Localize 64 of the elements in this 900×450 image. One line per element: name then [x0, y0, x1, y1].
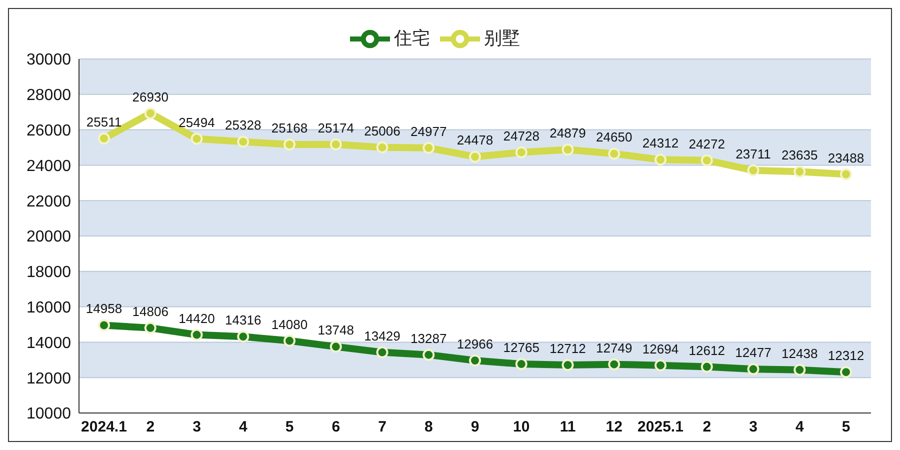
data-label: 25174	[318, 120, 354, 136]
y-tick-label: 24000	[26, 158, 72, 175]
x-tick-label: 2025.1	[638, 418, 684, 436]
y-tick-label: 28000	[26, 87, 72, 104]
data-label: 14316	[225, 312, 262, 328]
data-label: 13287	[410, 330, 447, 346]
data-label: 25328	[225, 118, 262, 133]
x-tick-label: 3	[749, 418, 758, 436]
data-label: 24312	[642, 136, 679, 151]
data-label: 25168	[271, 120, 308, 136]
data-label: 25006	[364, 123, 400, 138]
y-tick-label: 18000	[26, 264, 72, 282]
x-tick-label: 4	[238, 418, 248, 436]
data-label: 12694	[642, 341, 679, 356]
y-tick-label: 20000	[26, 228, 72, 246]
x-tick-label: 10	[513, 418, 530, 436]
x-tick-label: 9	[470, 418, 480, 436]
x-tick-label: 2	[146, 418, 155, 436]
data-label: 24650	[596, 130, 632, 145]
x-tick-label: 5	[285, 418, 294, 436]
y-tick-label: 14000	[26, 334, 72, 352]
data-label: 12749	[596, 340, 632, 356]
data-label: 24977	[410, 124, 447, 139]
y-tick-label: 16000	[26, 299, 72, 316]
data-label: 25494	[178, 114, 215, 130]
y-tick-label: 30000	[26, 52, 72, 69]
data-label: 12438	[782, 346, 818, 361]
data-label: 25511	[86, 114, 122, 130]
x-tick-label: 8	[424, 418, 433, 436]
x-tick-label: 4	[795, 418, 804, 436]
x-tick-label: 6	[332, 418, 340, 436]
data-label: 14958	[86, 301, 122, 316]
y-tick-label: 26000	[26, 122, 72, 140]
data-label: 13748	[318, 322, 354, 338]
data-label: 12966	[456, 336, 494, 352]
x-tick-label: 5	[842, 418, 850, 436]
data-label: 12477	[735, 345, 772, 360]
y-tick-label: 12000	[26, 370, 72, 388]
x-tick-label: 7	[378, 418, 386, 436]
y-tick-label: 22000	[26, 193, 72, 210]
x-tick-label: 11	[560, 418, 576, 436]
y-tick-label: 10000	[26, 406, 72, 423]
data-label: 12765	[503, 340, 540, 356]
data-label: 26930	[132, 89, 168, 104]
x-tick-label: 2	[702, 418, 712, 436]
data-label: 14080	[271, 316, 308, 332]
x-tick-label: 3	[192, 418, 201, 436]
data-label: 24879	[550, 126, 586, 141]
legend-label: 住宅	[394, 28, 430, 48]
data-label: 13429	[364, 328, 400, 344]
data-label: 23711	[736, 146, 771, 162]
legend-label: 别墅	[484, 28, 520, 48]
data-label: 24272	[688, 136, 725, 152]
data-label: 12712	[550, 341, 586, 356]
x-tick-label: 12	[606, 418, 622, 436]
data-label: 24478	[456, 132, 494, 148]
data-label: 14420	[178, 310, 215, 326]
data-label: 12312	[828, 348, 864, 364]
data-label: 12612	[688, 342, 725, 358]
data-label: 14806	[132, 304, 168, 319]
data-label: 23488	[828, 150, 864, 166]
data-label: 23635	[782, 148, 818, 163]
data-label: 24728	[503, 128, 540, 144]
x-tick-label: 2024.1	[81, 418, 127, 436]
